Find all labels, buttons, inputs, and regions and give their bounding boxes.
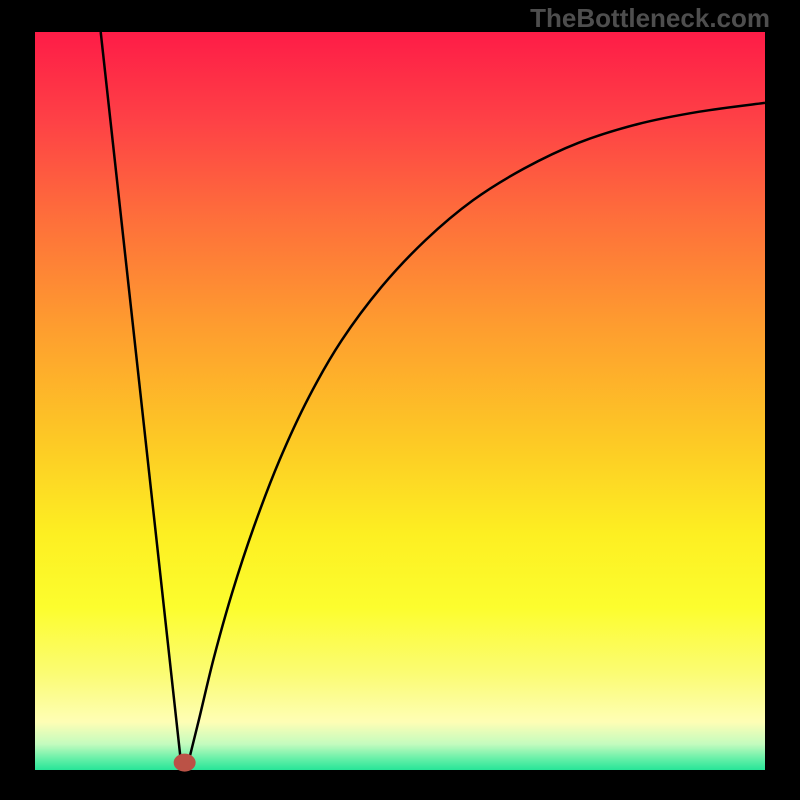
watermark-text: TheBottleneck.com — [530, 3, 770, 34]
minimum-marker — [174, 754, 196, 772]
chart-frame: TheBottleneck.com — [0, 0, 800, 800]
plot-gradient-area — [35, 32, 765, 770]
chart-svg — [0, 0, 800, 800]
